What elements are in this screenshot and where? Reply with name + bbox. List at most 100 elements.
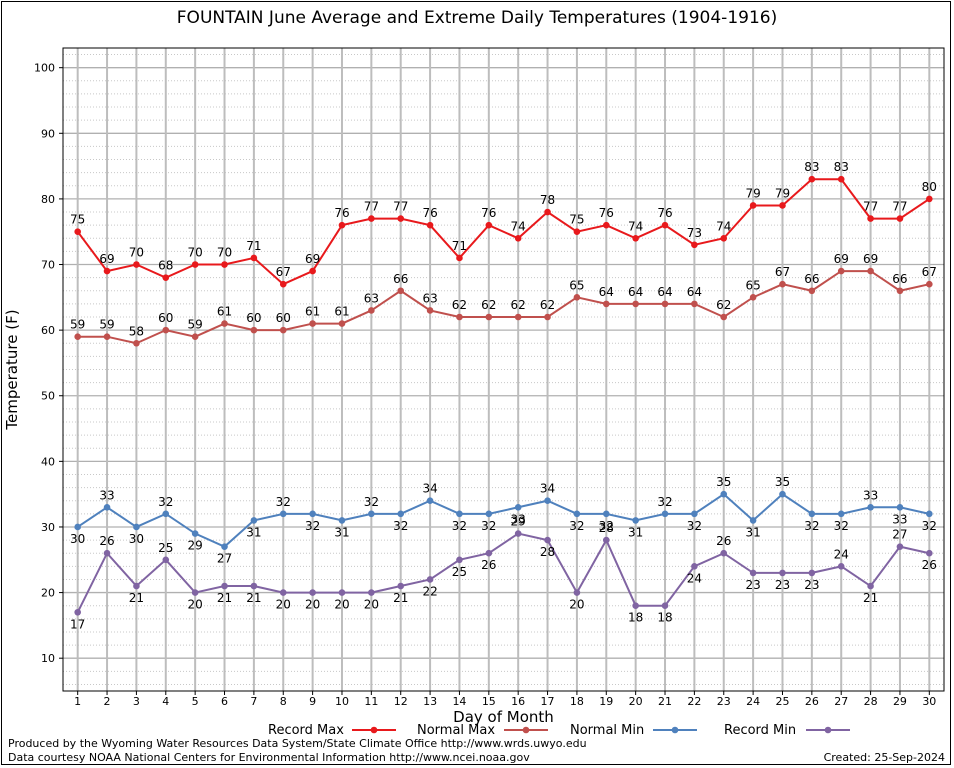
data-label: 25 (158, 541, 173, 555)
data-point (867, 267, 874, 275)
data-point (779, 202, 786, 209)
footer-created-date: Created: 25-Sep-2024 (823, 751, 945, 764)
x-tick-label: 21 (658, 695, 672, 708)
data-point (74, 228, 81, 236)
data-point (779, 569, 786, 577)
data-label: 62 (511, 298, 526, 312)
data-label: 32 (276, 495, 291, 509)
y-tick-label: 20 (41, 587, 55, 600)
data-point (309, 320, 316, 327)
footer-data-courtesy: Data courtesy NOAA National Centers for … (8, 751, 530, 764)
y-tick-label: 50 (41, 390, 55, 403)
data-label: 26 (99, 534, 114, 548)
data-label: 32 (687, 519, 702, 533)
data-point (720, 490, 728, 498)
data-label: 75 (70, 213, 85, 227)
data-label: 75 (569, 213, 584, 227)
data-label: 64 (657, 285, 672, 299)
x-tick-label: 18 (570, 695, 584, 708)
data-label: 69 (99, 252, 114, 266)
data-label: 80 (922, 180, 937, 194)
data-label: 74 (511, 219, 526, 233)
data-point (867, 215, 874, 222)
data-label: 32 (158, 495, 173, 509)
data-point (250, 326, 258, 334)
data-point (808, 569, 816, 577)
data-point (485, 313, 493, 321)
data-label: 77 (393, 200, 408, 214)
x-tick-label: 30 (922, 695, 936, 708)
data-point (749, 294, 757, 301)
y-tick-label: 100 (34, 62, 55, 75)
data-point (514, 234, 522, 242)
data-label: 74 (716, 219, 731, 233)
data-point (485, 221, 493, 229)
y-tick-label: 80 (41, 193, 55, 206)
data-label: 83 (834, 160, 849, 174)
data-point (191, 261, 199, 268)
data-point (808, 287, 816, 295)
data-label: 32 (364, 495, 379, 509)
data-point (808, 510, 816, 518)
data-label: 67 (775, 265, 790, 279)
series-normal-min: 30 33 30 32 29 27 31 32 32 31 32 32 34 32 32 33 34 32 32 31… (70, 475, 937, 565)
data-point (397, 510, 405, 518)
data-point (133, 582, 140, 590)
series-record-min: 17 26 21 25 20 21 21 20 20 20 20 21 22 25 26 29 28 20 28 18… (70, 515, 937, 632)
data-point (103, 503, 111, 511)
data-point (720, 313, 728, 321)
data-point (691, 563, 698, 570)
data-label: 62 (481, 298, 496, 312)
data-label: 67 (276, 265, 291, 279)
legend-label: Normal Min (570, 723, 644, 738)
data-point (103, 267, 111, 275)
x-tick-label: 13 (423, 695, 437, 708)
x-tick-label: 5 (192, 695, 199, 708)
x-tick-label: 20 (629, 695, 643, 708)
data-label: 59 (99, 318, 114, 332)
y-tick-label: 70 (41, 259, 55, 272)
data-point (926, 280, 933, 288)
data-label: 62 (452, 298, 467, 312)
data-label: 32 (599, 519, 614, 533)
y-tick-label: 60 (41, 324, 55, 337)
x-tick-label: 11 (364, 695, 378, 708)
legend-label: Record Min (724, 723, 796, 738)
data-point (896, 215, 904, 222)
data-label: 31 (246, 525, 261, 539)
series-line (77, 270, 930, 345)
legend-swatch-marker (522, 726, 530, 734)
series-record-max: 75 69 70 68 70 70 71 67 69 76 77 77 76 71 76 74 78 75 76 74… (70, 160, 937, 288)
data-point (661, 510, 669, 518)
data-label: 66 (892, 272, 907, 286)
data-label: 64 (628, 285, 643, 299)
data-label: 28 (540, 545, 555, 559)
data-label: 33 (511, 512, 526, 526)
data-point (514, 530, 522, 537)
data-label: 24 (834, 547, 849, 561)
data-label: 31 (628, 525, 643, 539)
data-point (368, 510, 375, 518)
legend-swatch-marker (370, 726, 378, 734)
data-point (191, 530, 199, 537)
x-tick-label: 2 (104, 695, 111, 708)
legend-swatch-marker (824, 726, 832, 734)
data-label: 21 (246, 591, 261, 605)
data-label: 35 (716, 475, 731, 489)
data-point (397, 582, 405, 590)
data-point (808, 175, 816, 183)
data-point (397, 215, 405, 222)
data-point (338, 221, 346, 229)
data-point (602, 221, 610, 229)
data-point (661, 300, 669, 308)
data-point (837, 510, 845, 518)
data-label: 30 (70, 532, 85, 546)
legend-swatch-marker (671, 726, 679, 734)
data-label: 63 (364, 291, 379, 305)
data-point (573, 294, 581, 301)
x-tick-label: 23 (717, 695, 731, 708)
data-label: 34 (540, 482, 555, 496)
data-label: 76 (657, 206, 672, 220)
